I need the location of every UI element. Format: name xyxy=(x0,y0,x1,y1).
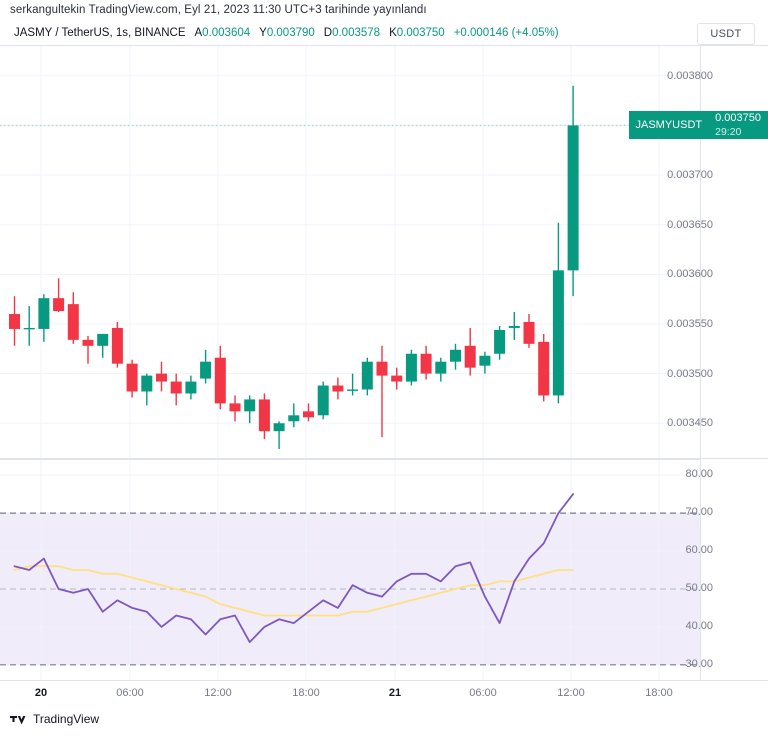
time-axis-label: 20 xyxy=(34,687,48,699)
time-axis-label: 12:00 xyxy=(204,687,232,699)
legend-low-value: 0.003578 xyxy=(332,26,381,39)
legend-close: K0.003750 xyxy=(389,27,445,39)
publication-header: serkangultekin TradingView.com, Eyl 21, … xyxy=(10,4,427,16)
time-axis-label: 06:00 xyxy=(116,687,144,699)
legend-change: +0.000146 (+4.05%) xyxy=(453,26,559,39)
currency-unit-button[interactable]: USDT xyxy=(697,23,755,45)
price-tag-value: 0.003750 29:20 xyxy=(708,111,768,140)
rsi-axis-label: 60.00 xyxy=(685,544,713,557)
price-pane[interactable] xyxy=(0,46,700,458)
chart-legend-bar: JASMY / TetherUS, 1s, BINANCE A0.003604 … xyxy=(0,20,768,46)
legend-symbol-title[interactable]: JASMY / TetherUS, 1s, BINANCE xyxy=(14,26,186,39)
price-tag-countdown: 29:20 xyxy=(715,125,742,138)
legend-open-value: 0.003604 xyxy=(202,26,251,39)
rsi-axis[interactable]: 80.00 70.00 60.00 50.00 40.00 30.00 xyxy=(685,459,768,680)
legend-low-label: D xyxy=(323,26,333,39)
price-axis-label: 0.003500 xyxy=(667,367,713,380)
price-axis-label: 0.003600 xyxy=(667,268,713,281)
current-price-tag[interactable]: JASMYUSDT 0.003750 29:20 xyxy=(629,111,768,140)
price-axis[interactable]: 0.003800 0.003750 0.003700 0.003650 0.003600… xyxy=(667,46,768,458)
rsi-axis-label: 70.00 xyxy=(685,506,713,519)
legend-open-label: A xyxy=(194,26,203,39)
rsi-plot xyxy=(0,460,700,680)
pane-divider[interactable] xyxy=(0,458,768,459)
time-axis[interactable]: 20 06:00 12:00 18:00 21 06:00 12:00 18:00 xyxy=(0,680,768,706)
legend-close-label: K xyxy=(389,26,397,39)
time-axis-label: 12:00 xyxy=(557,687,585,699)
price-axis-label: 0.003650 xyxy=(667,218,713,231)
price-tag-price: 0.003750 xyxy=(715,111,761,124)
rsi-axis-label: 50.00 xyxy=(685,581,713,594)
price-axis-divider xyxy=(700,46,701,680)
tradingview-brand-label: TradingView xyxy=(33,712,100,726)
candlestick-plot xyxy=(0,46,700,458)
price-axis-label: 0.003450 xyxy=(667,417,713,430)
price-axis-label: 0.003550 xyxy=(667,317,713,330)
legend-close-value: 0.003750 xyxy=(396,26,445,39)
price-axis-label: 0.003700 xyxy=(667,169,713,182)
price-axis-label: 0.003800 xyxy=(667,69,713,82)
legend-high-label: Y xyxy=(259,26,267,39)
legend-high-value: 0.003790 xyxy=(266,26,315,39)
time-axis-label: 18:00 xyxy=(645,687,673,699)
rsi-axis-label: 80.00 xyxy=(685,468,713,481)
tradingview-logo-icon xyxy=(10,716,26,725)
legend-low: D0.003578 xyxy=(324,27,380,39)
legend-content: JASMY / TetherUS, 1s, BINANCE A0.003604 … xyxy=(0,27,559,39)
price-tag-symbol: JASMYUSDT xyxy=(629,111,709,140)
time-axis-label: 18:00 xyxy=(292,687,320,699)
tradingview-footer: TradingView xyxy=(10,712,99,726)
time-axis-label: 06:00 xyxy=(469,687,497,699)
legend-high: Y0.003790 xyxy=(259,27,315,39)
time-axis-label: 21 xyxy=(388,687,402,699)
legend-open: A0.003604 xyxy=(195,27,251,39)
rsi-axis-label: 40.00 xyxy=(685,619,713,632)
rsi-pane[interactable] xyxy=(0,459,700,681)
rsi-axis-label: 30.00 xyxy=(685,657,713,670)
